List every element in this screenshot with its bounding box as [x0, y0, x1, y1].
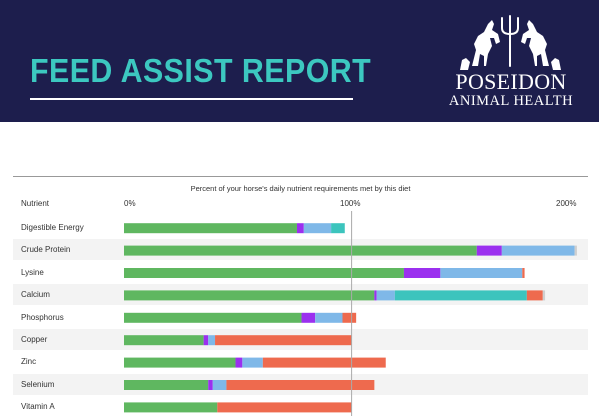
bar-segment	[124, 223, 297, 234]
bar-segment	[376, 290, 395, 301]
bar-segment	[574, 245, 577, 256]
bar-segment	[374, 290, 377, 301]
bar-segment	[301, 312, 316, 323]
nutrient-column-header: Nutrient	[21, 199, 50, 208]
bar-segment	[403, 268, 441, 278]
bar-segment	[124, 312, 302, 323]
nutrient-label: Lysine	[21, 267, 44, 277]
bar-segment	[124, 380, 209, 390]
nutrient-label: Zinc	[21, 357, 37, 367]
chart-title: Percent of your horse's daily nutrient r…	[190, 184, 411, 193]
nutrient-label: Vitamin A	[21, 402, 55, 412]
bar-segment	[342, 312, 357, 323]
x-tick-label: 200%	[556, 199, 577, 208]
nutrient-label: Phosphorus	[21, 312, 64, 322]
bar-segment	[235, 357, 243, 368]
chart-bars	[124, 211, 577, 416]
brand-subtitle: ANIMAL HEALTH	[448, 93, 574, 109]
bar-segment	[203, 335, 209, 346]
bar-segment	[242, 357, 263, 368]
bar-segment	[303, 223, 332, 234]
x-tick-label: 0%	[124, 199, 136, 208]
bar-segment	[124, 245, 477, 256]
nutrient-chart: Percent of your horse's daily nutrient r…	[13, 176, 588, 416]
bar-segment	[296, 223, 304, 234]
bar-segment	[315, 312, 343, 323]
bar-segment	[124, 402, 218, 413]
bar-segment	[212, 380, 227, 390]
x-tick-label: 100%	[340, 199, 361, 208]
bar-segment	[215, 335, 352, 346]
title-underline	[30, 98, 353, 100]
bar-segment	[262, 357, 386, 368]
nutrient-label: Digestible Energy	[21, 223, 84, 232]
bar-segment	[522, 268, 525, 278]
bar-segment	[440, 268, 523, 278]
bar-segment	[542, 290, 546, 301]
nutrient-label: Copper	[21, 335, 48, 344]
brand-name: POSEIDON	[455, 69, 567, 94]
bar-segment	[124, 357, 236, 368]
bar-segment	[476, 245, 502, 256]
bar-segment	[526, 290, 543, 301]
bar-segment	[124, 268, 404, 278]
bar-segment	[501, 245, 575, 256]
report-header: FEED ASSIST REPORT POSEIDON ANIMAL HEALT…	[0, 0, 599, 122]
bar-segment	[331, 223, 345, 234]
bar-segment	[226, 380, 375, 390]
bar-segment	[217, 402, 352, 413]
nutrient-label: Calcium	[21, 290, 50, 300]
nutrient-label: Crude Protein	[21, 245, 71, 255]
bar-segment	[208, 335, 216, 346]
bar-segment	[124, 290, 375, 301]
bar-segment	[208, 380, 213, 390]
horses-trident-logo-icon	[460, 15, 561, 70]
bar-segment	[124, 335, 204, 346]
nutrient-label: Selenium	[21, 379, 55, 389]
report-title: FEED ASSIST REPORT	[30, 52, 372, 89]
brand-logo: POSEIDON ANIMAL HEALTH	[446, 14, 576, 109]
bar-segment	[394, 290, 527, 301]
